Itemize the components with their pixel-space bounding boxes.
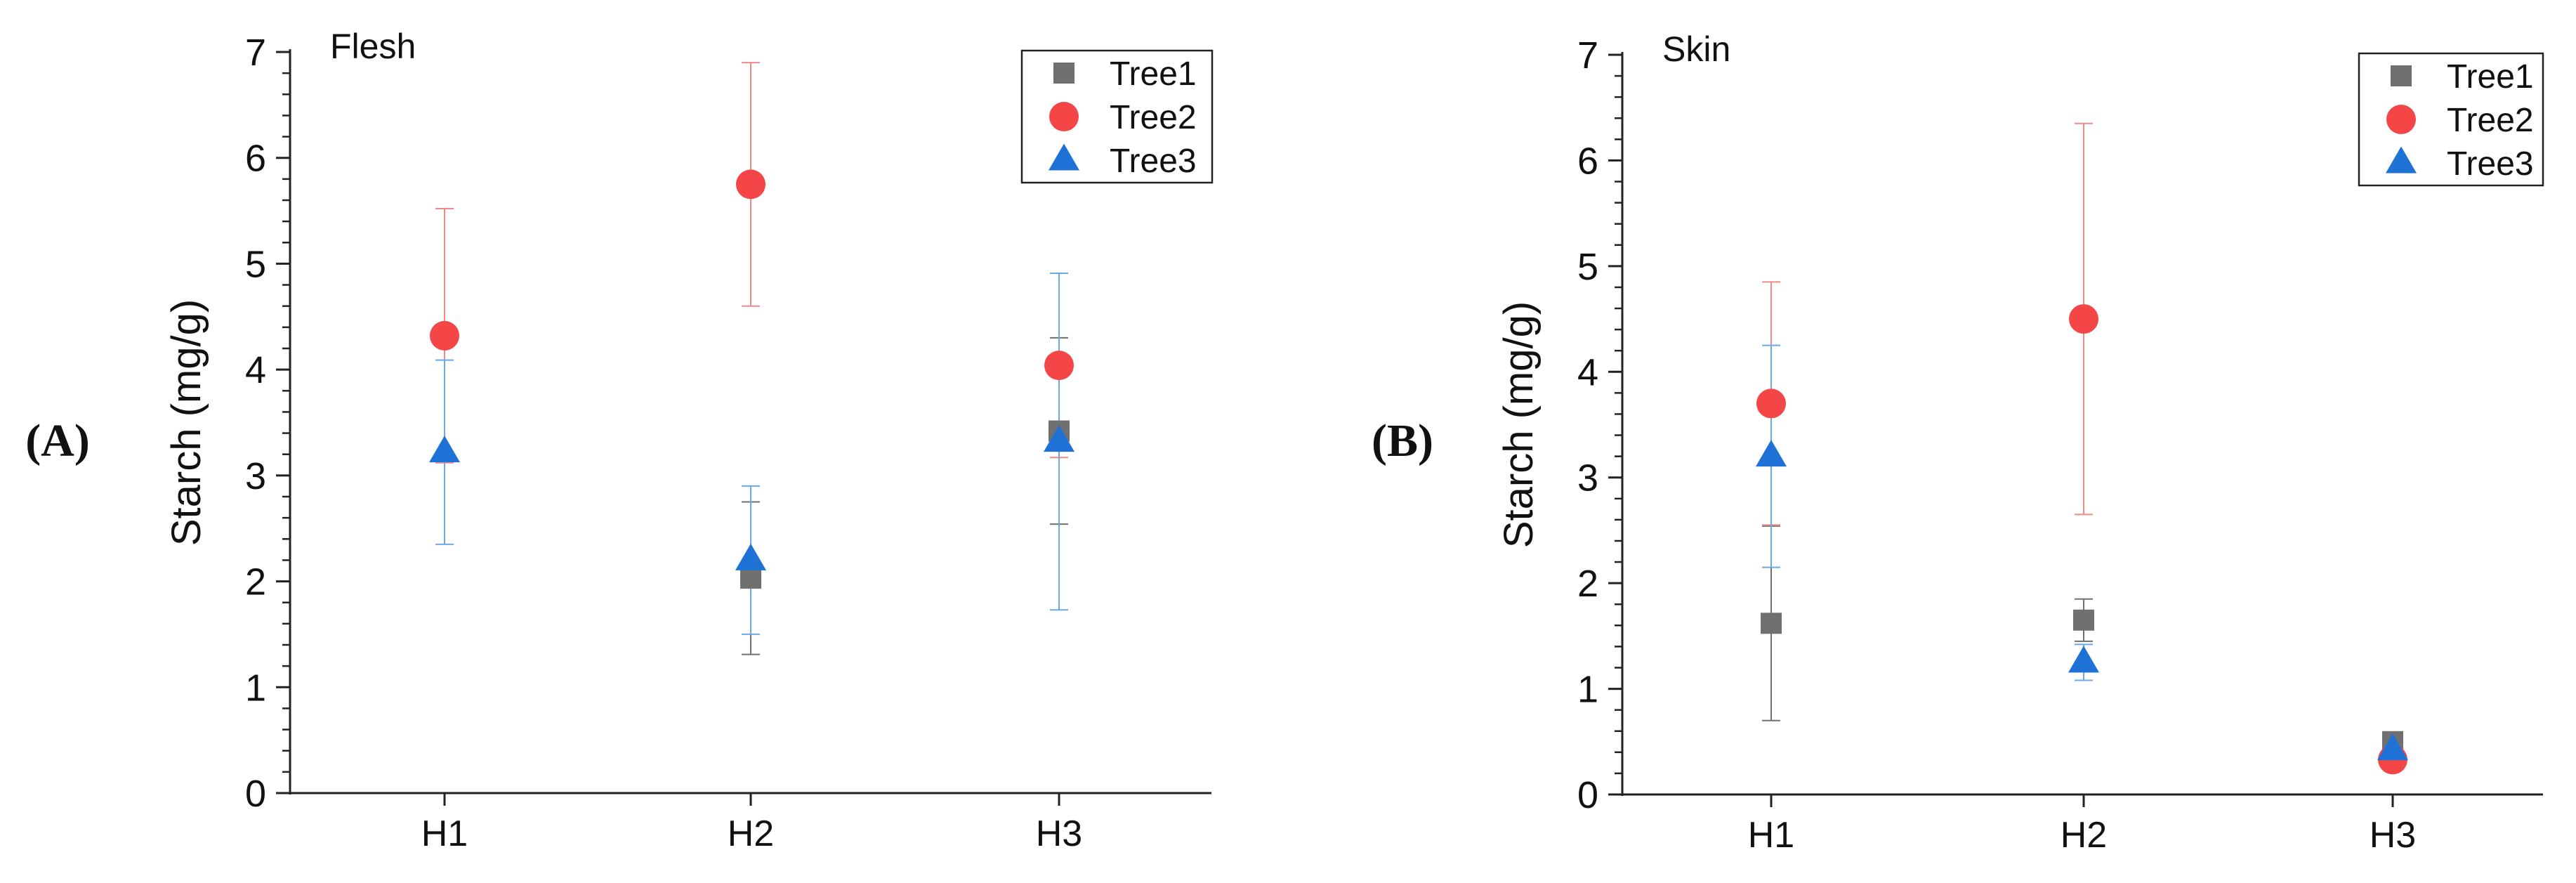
legend-marker-tree2 [1049, 102, 1079, 131]
legend-label: Tree3 [2447, 145, 2534, 183]
legend-label: Tree2 [2447, 102, 2534, 139]
chart-title: Skin [1662, 30, 1730, 69]
y-axis-label: Starch (mg/g) [164, 299, 209, 546]
data-point-tree3 [2377, 733, 2408, 761]
legend-label: Tree3 [1110, 143, 1197, 180]
data-point-tree2 [736, 169, 765, 200]
y-tick-label: 2 [245, 561, 266, 603]
x-tick-label: H1 [1748, 815, 1794, 856]
data-point-tree3 [1044, 425, 1075, 452]
y-tick-label: 1 [245, 667, 266, 709]
legend: Tree1 Tree2 Tree3 [2358, 52, 2544, 187]
y-tick-label: 4 [1577, 351, 1598, 393]
y-tick-label: 0 [245, 773, 266, 815]
data-point-tree1 [2073, 609, 2094, 631]
data-point-tree1 [740, 568, 761, 589]
data-point-tree2 [2069, 304, 2098, 334]
panel-label: (A) [25, 415, 90, 466]
y-tick-label: 0 [1577, 774, 1598, 816]
data-point-tree2 [1044, 351, 1074, 381]
data-point-tree3 [429, 436, 460, 463]
x-tick-label: H1 [421, 813, 468, 854]
y-tick-label: 2 [1577, 563, 1598, 605]
y-tick-label: 5 [1577, 246, 1598, 288]
data-point-tree1 [1761, 613, 1782, 634]
x-tick-label: H3 [1036, 813, 1082, 854]
y-tick-label: 7 [245, 32, 266, 74]
panel-a: (A) 0 1 2 3 4 5 6 7 H1 H2 H3 Starch (mg/g) Flesh Tree1… [25, 27, 1214, 854]
x-tick-label: H2 [2061, 815, 2107, 856]
y-tick-label: 6 [245, 138, 266, 180]
y-axis-label: Starch (mg/g) [1496, 301, 1542, 548]
legend-marker-tree3 [1049, 143, 1079, 171]
chart-title: Flesh [330, 27, 416, 66]
legend: Tree1 Tree2 Tree3 [1020, 49, 1214, 184]
legend-marker-tree1 [2391, 65, 2412, 86]
y-tick-label: 5 [245, 243, 266, 285]
legend-marker-tree1 [1053, 63, 1075, 84]
data-point-tree3 [1756, 440, 1787, 467]
legend-label: Tree1 [2447, 58, 2534, 96]
legend-marker-tree2 [2386, 105, 2416, 134]
panel-label: (B) [1372, 415, 1433, 466]
y-tick-label: 3 [245, 455, 266, 497]
y-tick-label: 6 [1577, 140, 1598, 182]
x-tick-label: H2 [728, 813, 774, 854]
legend-label: Tree1 [1110, 55, 1197, 93]
data-point-tree3 [735, 543, 766, 570]
legend-marker-tree3 [2386, 146, 2417, 174]
legend-label: Tree2 [1110, 99, 1197, 136]
y-tick-label: 3 [1577, 457, 1598, 499]
data-point-tree2 [430, 320, 459, 351]
data-point-tree3 [2068, 646, 2099, 673]
y-tick-label: 1 [1577, 669, 1598, 711]
data-point-tree2 [1756, 388, 1786, 419]
y-tick-label: 4 [245, 349, 266, 391]
y-tick-label: 7 [1577, 34, 1598, 77]
x-tick-label: H3 [2370, 815, 2416, 856]
